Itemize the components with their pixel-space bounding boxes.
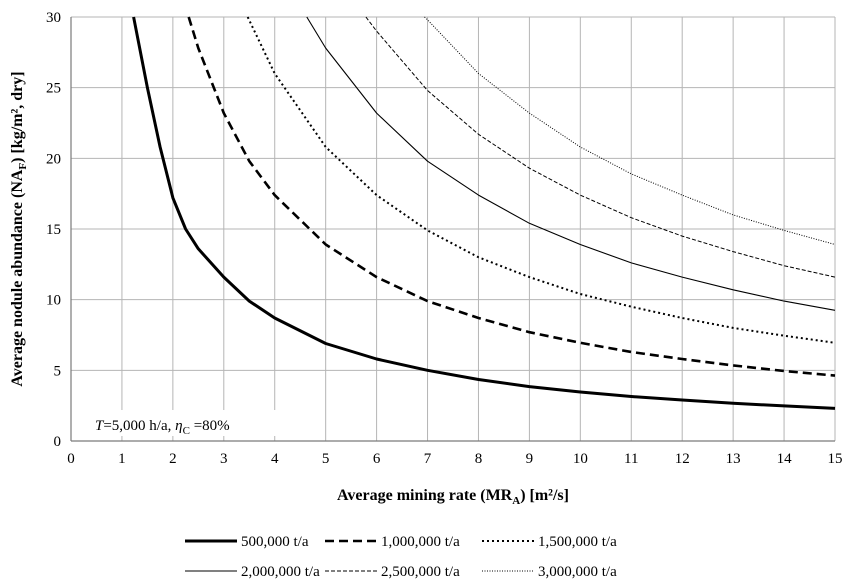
series-line-4 xyxy=(306,16,836,311)
x-tick-label: 2 xyxy=(169,451,177,467)
x-tick-label: 14 xyxy=(777,451,793,467)
annotation-text: T=5,000 h/a, ηC =80% xyxy=(95,418,230,437)
series-lines xyxy=(132,16,836,410)
axes xyxy=(70,17,835,442)
annotation: T=5,000 h/a, ηC =80% xyxy=(80,410,280,437)
y-tick-label: 10 xyxy=(46,293,61,309)
series-line-6 xyxy=(424,16,836,245)
grid xyxy=(71,16,836,441)
series-line-5 xyxy=(365,16,836,278)
legend-label-5: 2,500,000 t/a xyxy=(381,564,460,580)
x-tick-label: 12 xyxy=(675,451,690,467)
x-tick-label: 5 xyxy=(322,451,330,467)
x-tick-label: 7 xyxy=(424,451,432,467)
y-tick-label: 25 xyxy=(46,81,61,97)
legend-label-3: 1,500,000 t/a xyxy=(538,534,617,550)
legend-label-2: 1,000,000 t/a xyxy=(381,534,460,550)
x-tick-label: 4 xyxy=(271,451,279,467)
x-tick-label: 3 xyxy=(220,451,228,467)
legend-label-1: 500,000 t/a xyxy=(241,534,309,550)
x-tick-label: 11 xyxy=(624,451,638,467)
y-tick-label: 30 xyxy=(46,10,61,26)
x-tick-label: 13 xyxy=(726,451,741,467)
y-tick-label: 20 xyxy=(46,151,61,167)
series-line-1 xyxy=(132,16,836,410)
annotation-background xyxy=(80,410,280,436)
x-tick-label: 9 xyxy=(526,451,534,467)
x-tick-label: 10 xyxy=(573,451,588,467)
y-axis-title: Average nodule abundance (NAF) [kg/m², d… xyxy=(9,71,29,386)
y-tick-label: 5 xyxy=(54,363,62,379)
series-line-3 xyxy=(246,16,836,344)
series-line-2 xyxy=(187,16,836,377)
x-tick-label: 6 xyxy=(373,451,381,467)
x-tick-label: 0 xyxy=(67,451,75,467)
legend-label-4: 2,000,000 t/a xyxy=(241,564,320,580)
x-tick-label: 15 xyxy=(828,451,843,467)
y-tick-label: 0 xyxy=(54,434,62,450)
x-axis-title: Average mining rate (MRA) [m²/s] xyxy=(337,487,569,507)
y-tick-label: 15 xyxy=(46,222,61,238)
x-tick-label: 1 xyxy=(118,451,126,467)
legend-label-6: 3,000,000 t/a xyxy=(538,564,617,580)
x-tick-label: 8 xyxy=(475,451,483,467)
legend: 500,000 t/a 1,000,000 t/a 1,500,000 t/a 2,0… xyxy=(185,534,617,580)
